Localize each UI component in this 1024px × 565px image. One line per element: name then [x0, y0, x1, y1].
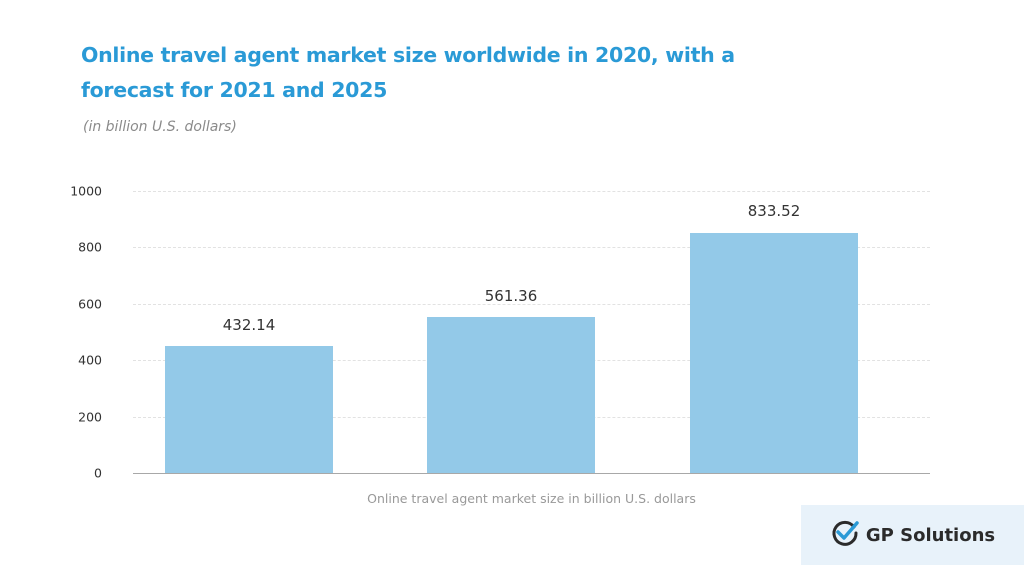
y-tick-800: 800 [78, 239, 102, 255]
bar-value-label: 833.52 [747, 202, 801, 220]
chart-subtitle: (in billion U.S. dollars) [83, 119, 237, 135]
y-tick-400: 400 [78, 352, 102, 368]
bar-value-label: 432.14 [222, 316, 276, 334]
bar-2025 [690, 233, 858, 473]
bar-2021 [427, 317, 595, 473]
gp-solutions-logo: GP Solutions [801, 505, 1024, 565]
gridline-800 [133, 247, 930, 248]
y-tick-200: 200 [78, 409, 102, 425]
bar-value-label: 561.36 [484, 287, 538, 305]
check-circle-icon [830, 518, 860, 552]
x-axis-label: Online travel agent market size in billi… [367, 491, 696, 506]
gridline-1000 [133, 191, 930, 192]
bar-2020 [165, 346, 333, 473]
logo-text: GP Solutions [865, 524, 996, 546]
y-tick-1000: 1000 [70, 183, 102, 199]
y-tick-0: 0 [94, 465, 102, 481]
chart-title: Online travel agent market size worldwid… [81, 43, 735, 102]
x-axis-line [133, 473, 930, 474]
gridline-600 [133, 304, 930, 305]
y-tick-600: 600 [78, 296, 102, 312]
